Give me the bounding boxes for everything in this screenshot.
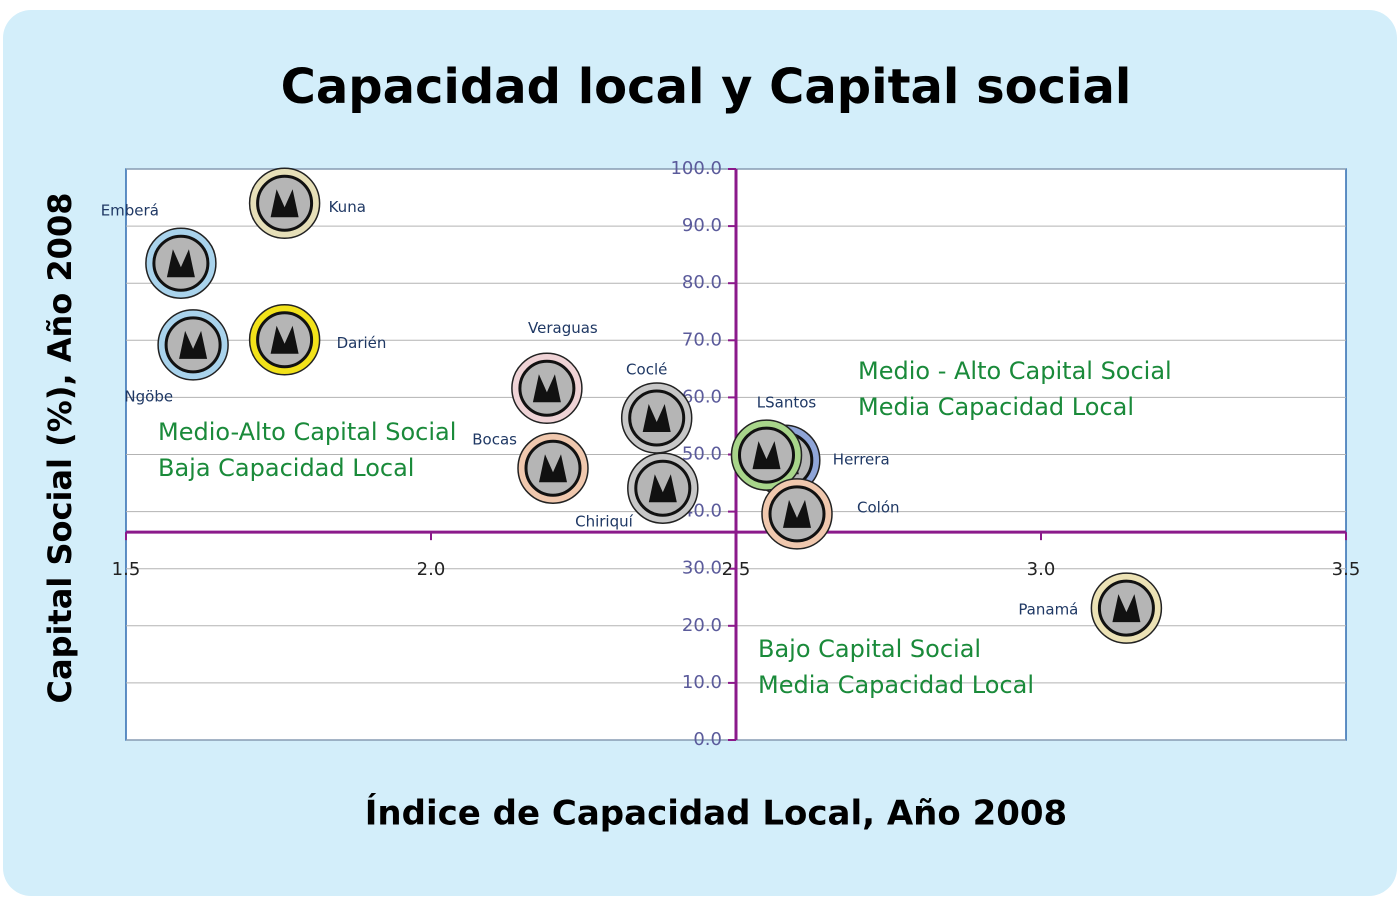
icon-face bbox=[524, 439, 582, 497]
x-tick-label: 1.5 bbox=[112, 559, 141, 580]
point-icon bbox=[730, 419, 803, 491]
point-icon bbox=[627, 452, 699, 524]
point-label: Chiriquí bbox=[575, 513, 634, 531]
icon-symbol bbox=[166, 249, 195, 278]
y-tick-label: 90.0 bbox=[682, 215, 722, 236]
point-icon bbox=[517, 432, 589, 504]
icon-symbol bbox=[179, 330, 208, 359]
x-axis-title: Índice de Capacidad Local, Año 2008 bbox=[365, 793, 1067, 834]
quadrant-note: Medio-Alto Capital Social bbox=[158, 418, 456, 446]
icon-face bbox=[256, 174, 314, 232]
icon-face bbox=[152, 234, 210, 292]
quadrant-note: Media Capacidad Local bbox=[858, 393, 1134, 421]
icon-symbol bbox=[642, 403, 671, 432]
y-tick-label: 70.0 bbox=[682, 329, 722, 350]
icon-symbol bbox=[648, 474, 677, 503]
icon-symbol bbox=[1112, 594, 1141, 623]
x-tick-label: 3.5 bbox=[1332, 559, 1361, 580]
icon-face bbox=[1097, 579, 1155, 637]
point-icon bbox=[145, 227, 217, 299]
icon-face bbox=[518, 359, 576, 417]
point-label: Bocas bbox=[472, 431, 517, 449]
point-icon bbox=[1090, 572, 1163, 644]
point-label: Panamá bbox=[1018, 601, 1078, 619]
y-tick-label: 80.0 bbox=[682, 272, 722, 293]
icon-symbol bbox=[270, 189, 299, 218]
point-label: Emberá bbox=[101, 202, 159, 220]
point-label: Coclé bbox=[626, 360, 667, 378]
icon-face bbox=[738, 426, 795, 484]
y-tick-label: 60.0 bbox=[682, 386, 722, 407]
icon-face bbox=[164, 316, 222, 374]
point-label: Veraguas bbox=[528, 319, 598, 337]
point-icon bbox=[511, 352, 583, 425]
x-tick-label: 2.0 bbox=[417, 559, 446, 580]
icon-symbol bbox=[539, 454, 567, 483]
point-icon bbox=[248, 167, 321, 240]
y-tick-label: 100.0 bbox=[670, 158, 722, 179]
icon-symbol bbox=[270, 325, 299, 354]
icon-symbol bbox=[752, 441, 781, 470]
point-label: Herrera bbox=[833, 451, 890, 469]
quadrant-note: Bajo Capital Social bbox=[758, 635, 981, 663]
y-axis-title: Capital Social (%), Año 2008 bbox=[41, 193, 79, 704]
point-label: LSantos bbox=[757, 394, 817, 412]
icon-face bbox=[768, 485, 826, 543]
icon-face bbox=[256, 311, 314, 369]
quadrant-note: Baja Capacidad Local bbox=[158, 454, 414, 482]
icon-face bbox=[634, 459, 692, 517]
x-tick-label: 3.0 bbox=[1027, 559, 1056, 580]
point-label: Ngöbe bbox=[124, 387, 173, 405]
y-tick-label: 50.0 bbox=[682, 444, 722, 465]
point-label: Kuna bbox=[329, 198, 366, 216]
point-icon bbox=[157, 309, 229, 381]
point-icon bbox=[761, 478, 833, 550]
chart-title: Capacidad local y Capital social bbox=[281, 59, 1132, 115]
icon-symbol bbox=[783, 499, 811, 528]
quadrant-note: Media Capacidad Local bbox=[758, 671, 1034, 699]
point-label: Darién bbox=[337, 334, 387, 352]
point-label: Colón bbox=[857, 498, 900, 516]
y-tick-label: 30.0 bbox=[682, 558, 722, 579]
icon-face bbox=[628, 389, 686, 447]
y-tick-label: 20.0 bbox=[682, 615, 722, 636]
point-icon bbox=[620, 382, 693, 454]
icon-symbol bbox=[532, 374, 561, 403]
y-tick-label: 10.0 bbox=[682, 672, 722, 693]
y-tick-label: 0.0 bbox=[693, 729, 722, 750]
point-icon bbox=[248, 303, 321, 376]
quadrant-note: Medio - Alto Capital Social bbox=[858, 357, 1172, 385]
